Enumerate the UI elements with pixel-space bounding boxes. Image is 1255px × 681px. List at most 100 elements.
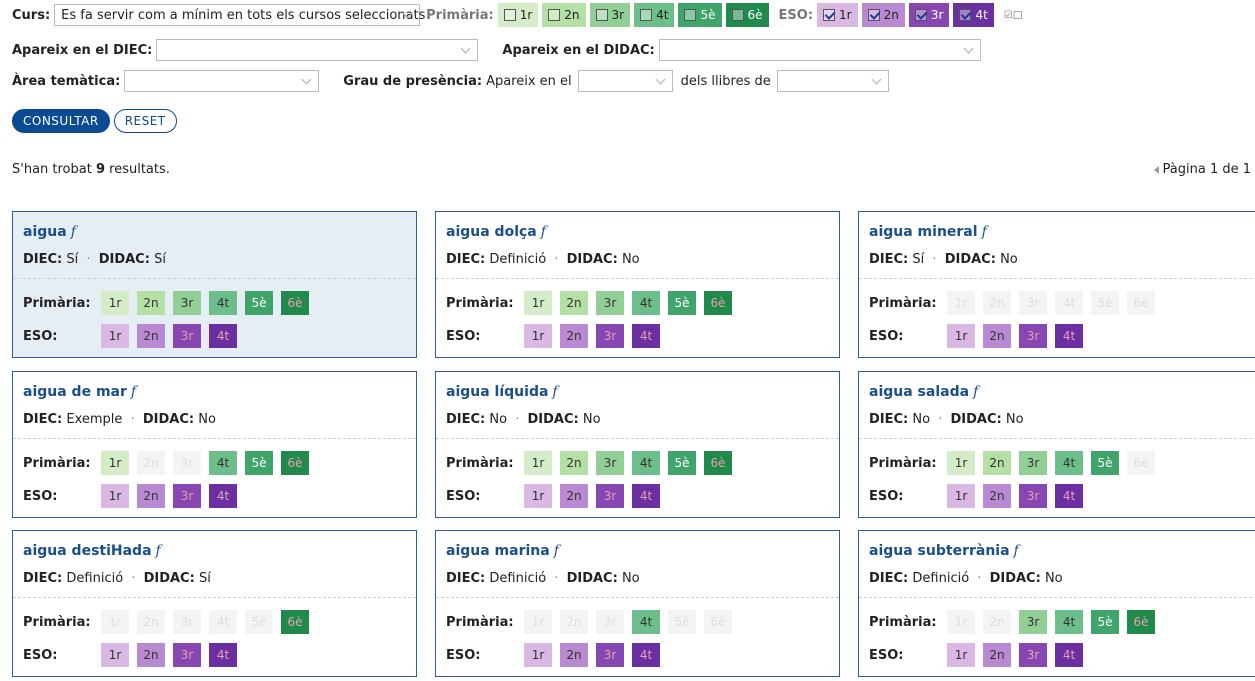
primaria-level-badge: 6è bbox=[1127, 610, 1155, 634]
area-select[interactable] bbox=[124, 70, 320, 92]
result-word[interactable]: aigua bbox=[23, 224, 67, 240]
result-gender: f bbox=[1013, 543, 1019, 559]
result-card-title[interactable]: aigua mineral f bbox=[869, 224, 987, 240]
result-gender: f bbox=[973, 384, 979, 400]
primaria-filter-chip-label: 1r bbox=[519, 8, 533, 22]
checkbox-icon[interactable] bbox=[548, 9, 561, 21]
primaria-filter-chip[interactable]: 1r bbox=[497, 3, 539, 27]
checkbox-checked-icon[interactable] bbox=[823, 9, 836, 21]
primaria-level-badge: 4t bbox=[1055, 610, 1083, 634]
primaria-level-badge: 6è bbox=[281, 451, 309, 475]
primaria-level-badge: 2n bbox=[560, 451, 588, 475]
separator-dot: · bbox=[938, 412, 943, 427]
eso-level-badge: 4t bbox=[632, 324, 660, 348]
result-word[interactable]: aigua destiHada bbox=[23, 543, 152, 559]
reset-button[interactable]: RESET bbox=[113, 109, 177, 133]
result-card[interactable]: aigua dolça f DIEC: Definició · DIDAC: No P… bbox=[435, 211, 840, 358]
result-card[interactable]: aigua subterrània f DIEC: Definició · DIDA… bbox=[858, 530, 1255, 677]
diec-value: No bbox=[489, 412, 508, 427]
checkbox-checked-icon[interactable] bbox=[959, 9, 972, 21]
result-card-title[interactable]: aigua de mar f bbox=[23, 384, 136, 400]
primaria-level-badge: 2n bbox=[983, 291, 1011, 315]
eso-levels-row: ESO: 1r 2n 3r 4t bbox=[869, 484, 1091, 508]
result-word[interactable]: aigua mineral bbox=[869, 224, 978, 240]
result-card[interactable]: aigua salada f DIEC: No · DIDAC: No Primàri… bbox=[858, 371, 1255, 518]
primaria-level-badge: 6è bbox=[704, 291, 732, 315]
result-card-title[interactable]: aigua salada f bbox=[869, 384, 978, 400]
eso-label: ESO: bbox=[23, 647, 58, 663]
result-meta: DIEC: No · DIDAC: No bbox=[446, 412, 601, 427]
select-none-checkbox-icon[interactable]: ☐ bbox=[1012, 8, 1023, 22]
grau-filter-label: Grau de presència: bbox=[343, 73, 483, 89]
primaria-label: Primària: bbox=[23, 295, 91, 311]
select-all-checkbox-icon[interactable]: ☑ bbox=[1003, 9, 1013, 21]
grau-select-1[interactable] bbox=[577, 70, 673, 92]
didac-select[interactable] bbox=[658, 39, 981, 61]
result-word[interactable]: aigua subterrània bbox=[869, 543, 1010, 559]
eso-level-badge: 2n bbox=[983, 484, 1011, 508]
result-word[interactable]: aigua de mar bbox=[23, 384, 127, 400]
primaria-levels-row: Primària: 1r 2n 3r 4t 5è 6è bbox=[869, 610, 1163, 634]
result-card-title[interactable]: aigua subterrània f bbox=[869, 543, 1019, 559]
result-card[interactable]: aigua destiHada f DIEC: Definició · DIDAC:… bbox=[12, 530, 417, 677]
eso-levels-row: ESO: 1r 2n 3r 4t bbox=[446, 643, 668, 667]
checkbox-icon[interactable] bbox=[595, 9, 608, 21]
eso-filter-chip[interactable]: 2n bbox=[861, 3, 905, 27]
result-card[interactable]: aigua de mar f DIEC: Exemple · DIDAC: No Pr… bbox=[12, 371, 417, 518]
primaria-label: Primària: bbox=[446, 455, 514, 471]
primaria-filter-chip[interactable]: 3r bbox=[589, 3, 631, 27]
chevron-down-icon bbox=[301, 74, 312, 85]
checkbox-icon[interactable] bbox=[684, 9, 697, 21]
eso-filter-chip[interactable]: 3r bbox=[908, 3, 950, 27]
primaria-level-badge: 2n bbox=[560, 610, 588, 634]
result-card[interactable]: aigua líquida f DIEC: No · DIDAC: No Primàr… bbox=[435, 371, 840, 518]
result-card-title[interactable]: aigua destiHada f bbox=[23, 543, 161, 559]
primaria-level-badge: 4t bbox=[632, 451, 660, 475]
grau-select-2[interactable] bbox=[776, 70, 889, 92]
checkbox-checked-icon[interactable] bbox=[914, 9, 927, 21]
primaria-filter-chip-label: 3r bbox=[611, 8, 625, 22]
primaria-label: Primària: bbox=[446, 295, 514, 311]
primaria-level-badge: 1r bbox=[101, 291, 129, 315]
primaria-level-badge: 4t bbox=[1055, 451, 1083, 475]
result-card[interactable]: aigua f DIEC: Sí · DIDAC: Sí Primària: 1r 2n 3… bbox=[12, 211, 417, 358]
result-word[interactable]: aigua líquida bbox=[446, 384, 549, 400]
checkbox-icon[interactable] bbox=[503, 9, 516, 21]
result-card-title[interactable]: aigua f bbox=[23, 224, 76, 240]
result-card-title[interactable]: aigua marina f bbox=[446, 543, 559, 559]
eso-levels-row: ESO: 1r 2n 3r 4t bbox=[23, 484, 245, 508]
primaria-level-badge: 4t bbox=[209, 610, 237, 634]
diec-label: DIEC: bbox=[446, 412, 486, 427]
eso-filter-chip[interactable]: 1r bbox=[817, 3, 858, 27]
result-card-title[interactable]: aigua líquida f bbox=[446, 384, 558, 400]
diec-select[interactable] bbox=[156, 39, 479, 61]
eso-level-badge: 4t bbox=[632, 484, 660, 508]
results-prefix: S'han trobat bbox=[12, 162, 96, 177]
curs-select[interactable]: Es fa servir com a mínim en tots els cur… bbox=[54, 4, 425, 26]
eso-filter-chip[interactable]: 4t bbox=[953, 3, 994, 27]
primaria-filter-chip[interactable]: 2n bbox=[542, 3, 586, 27]
result-card[interactable]: aigua mineral f DIEC: Sí · DIDAC: No Primàr… bbox=[858, 211, 1255, 358]
didac-value: No bbox=[621, 252, 640, 267]
checkbox-checked-icon[interactable] bbox=[867, 9, 880, 21]
primaria-levels-row: Primària: 1r 2n 3r 4t 5è 6è bbox=[23, 291, 317, 315]
previous-page-icon[interactable] bbox=[1153, 165, 1159, 174]
primaria-filter-chip[interactable]: 5è bbox=[678, 3, 722, 27]
consultar-button[interactable]: CONSULTAR bbox=[12, 109, 110, 133]
checkbox-icon[interactable] bbox=[640, 9, 653, 21]
eso-levels-row: ESO: 1r 2n 3r 4t bbox=[446, 324, 668, 348]
primaria-filter-chip[interactable]: 4t bbox=[634, 3, 675, 27]
primaria-filter-chip[interactable]: 6è bbox=[725, 3, 769, 27]
result-card-title[interactable]: aigua dolça f bbox=[446, 224, 546, 240]
checkbox-icon[interactable] bbox=[731, 9, 744, 21]
primaria-level-badge: 3r bbox=[173, 291, 201, 315]
result-gender: f bbox=[552, 384, 558, 400]
result-word[interactable]: aigua dolça bbox=[446, 224, 537, 240]
result-word[interactable]: aigua salada bbox=[869, 384, 970, 400]
result-word[interactable]: aigua marina bbox=[446, 543, 550, 559]
diec-value: Exemple bbox=[66, 412, 123, 427]
diec-label: DIEC: bbox=[446, 571, 486, 586]
didac-label: DIDAC: bbox=[143, 571, 195, 586]
result-card[interactable]: aigua marina f DIEC: Definició · DIDAC: No… bbox=[435, 530, 840, 677]
eso-level-badge: 3r bbox=[173, 643, 201, 667]
